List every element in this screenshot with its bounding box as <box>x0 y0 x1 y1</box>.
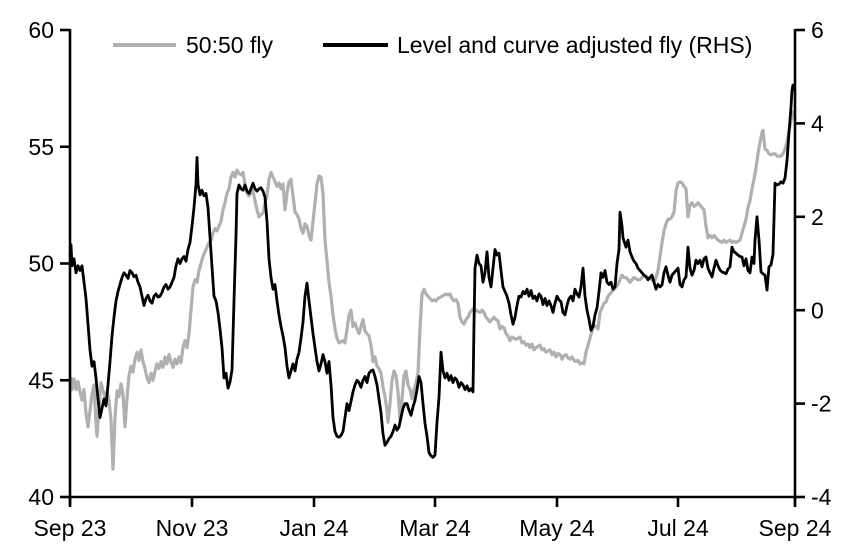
y-axis-right-tick-label: 4 <box>811 110 824 136</box>
series-line-level-curve-adjusted-fly <box>68 83 797 459</box>
y-axis-right-tick-label: -2 <box>811 391 831 417</box>
legend-label-level-curve-adjusted-fly: Level and curve adjusted fly (RHS) <box>397 32 752 58</box>
y-axis-right-tick-label: 0 <box>811 297 824 323</box>
x-axis-tick-label: Mar 24 <box>399 515 471 541</box>
y-axis-left-tick-label: 45 <box>28 367 54 393</box>
x-axis-tick-label: May 24 <box>519 515 595 541</box>
y-axis-left-tick-label: 50 <box>28 251 54 277</box>
x-axis-tick-label: Jul 24 <box>647 515 709 541</box>
y-axis-right-tick-label: 2 <box>811 204 824 230</box>
x-axis-tick-label: Sep 24 <box>759 515 832 541</box>
legend: 50:50 fly Level and curve adjusted fly (… <box>113 32 752 58</box>
y-axis-right-tick-label: 6 <box>811 17 824 43</box>
x-axis-tick-label: Jan 24 <box>279 515 348 541</box>
series-layer <box>68 83 797 471</box>
series-line-5050-fly <box>68 110 795 471</box>
legend-label-5050-fly: 50:50 fly <box>186 32 273 58</box>
x-axis-tick-label: Nov 23 <box>156 515 229 541</box>
y-axis-right-tick-label: -4 <box>811 484 832 510</box>
y-axis-left-tick-label: 60 <box>28 17 54 43</box>
y-axis-left-tick-label: 55 <box>28 134 54 160</box>
axes-layer: 60 55 50 45 40 6 4 2 0 -2 -4 Sep 23 Nov 23 Jan 24 Mar … <box>28 17 831 541</box>
x-axis-tick-label: Sep 23 <box>34 515 107 541</box>
y-axis-left-tick-label: 40 <box>28 484 54 510</box>
